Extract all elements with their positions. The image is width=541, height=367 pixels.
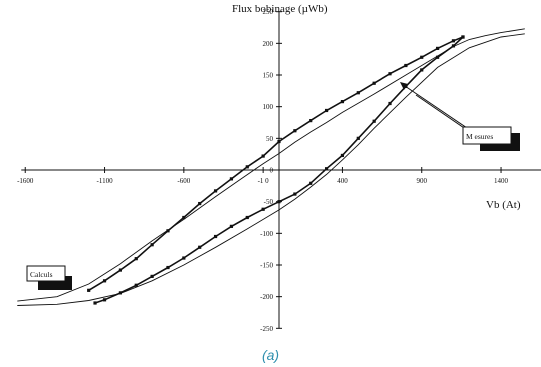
measures-callout: M esures <box>400 82 520 151</box>
measured-point <box>324 108 329 113</box>
measured-point <box>420 68 424 72</box>
measured-point <box>245 215 249 220</box>
measured-point <box>182 256 186 260</box>
calculs-label: Calculs <box>30 270 53 279</box>
measured-point <box>261 207 265 211</box>
calculated-curve <box>17 33 525 306</box>
y-tick-label: -200 <box>260 293 273 301</box>
measured-point <box>356 91 360 95</box>
measured-point <box>93 301 97 305</box>
x-tick-label: 900 <box>416 177 427 185</box>
measured-point <box>229 224 234 228</box>
measures-arrowhead-upper <box>400 82 408 90</box>
measured-point <box>198 201 202 206</box>
measured-curve <box>88 36 464 291</box>
measured-point <box>451 39 456 43</box>
measured-point <box>134 257 138 261</box>
measured-point <box>102 279 107 283</box>
measures-arrow-lower <box>415 94 471 133</box>
measured-point <box>134 283 138 287</box>
measured-point <box>118 268 122 272</box>
x-tick-label: -600 <box>177 177 190 185</box>
x-tick-label: -1100 <box>97 177 114 185</box>
x-tick-label: 400 <box>337 177 348 185</box>
tick-labels-layer: -1600 -1100 -600 -1 0 400 900 1400 -250 -200 -150… <box>17 8 508 333</box>
measured-point <box>404 63 408 68</box>
measures-arrow-upper <box>401 83 471 131</box>
measured-point <box>340 153 345 158</box>
calculs-callout: Calculs <box>26 265 72 290</box>
y-tick-label: -50 <box>264 198 274 206</box>
y-tick-label: 250 <box>263 8 274 16</box>
measured-point <box>388 72 392 76</box>
y-tick-label: -150 <box>260 261 273 269</box>
measured-point <box>150 274 154 278</box>
figure-caption: (a) <box>261 347 280 363</box>
measured-point <box>229 177 234 181</box>
measured-point <box>420 55 424 59</box>
measures-box <box>462 126 512 145</box>
measured-point <box>166 265 170 270</box>
x-tick-label: -1600 <box>17 177 34 185</box>
hysteresis-chart: -1600 -1100 -600 -1 0 400 900 1400 -250 -200 -150… <box>17 3 541 333</box>
measured-point <box>340 100 345 104</box>
calculated-curve <box>17 28 525 302</box>
y-tick-label: 150 <box>263 72 274 80</box>
measured-point <box>245 165 249 169</box>
y-tick-label: 0 <box>270 167 274 175</box>
measured-point <box>261 154 265 158</box>
measured-point <box>213 234 218 239</box>
measured-point <box>213 189 218 193</box>
measured-point <box>198 245 202 249</box>
y-axis-title: Flux bobinage (µWb) <box>232 3 328 15</box>
measured-point <box>436 46 440 51</box>
y-tick-label: -250 <box>260 325 273 333</box>
calculs-box <box>26 265 66 282</box>
measured-point <box>372 81 376 85</box>
measured-point <box>324 167 329 171</box>
x-axis-title: Vb (At) <box>486 199 521 211</box>
axes-layer <box>21 11 541 329</box>
measured-point <box>461 35 465 39</box>
measured-point <box>293 129 297 133</box>
measured-point <box>372 119 376 123</box>
x-tick-label: -1 0 <box>258 177 270 185</box>
measured-point <box>118 291 122 295</box>
measured-point <box>356 136 360 140</box>
measures-label: M esures <box>466 132 493 141</box>
x-tick-label: 1400 <box>494 177 509 185</box>
y-tick-label: 200 <box>263 40 274 48</box>
measured-point <box>293 192 297 196</box>
measured-point <box>150 243 154 247</box>
measured-point <box>309 181 313 185</box>
measured-point <box>388 101 392 106</box>
measured-point <box>451 44 456 48</box>
measured-point <box>309 119 313 123</box>
measured-point <box>166 229 170 233</box>
y-tick-label: -100 <box>260 230 273 238</box>
y-tick-label: 50 <box>266 135 274 143</box>
measured-point <box>102 298 107 302</box>
y-tick-label: 100 <box>263 103 274 111</box>
measured-point <box>182 215 186 220</box>
measured-point <box>87 288 91 292</box>
measured-point <box>436 55 440 59</box>
